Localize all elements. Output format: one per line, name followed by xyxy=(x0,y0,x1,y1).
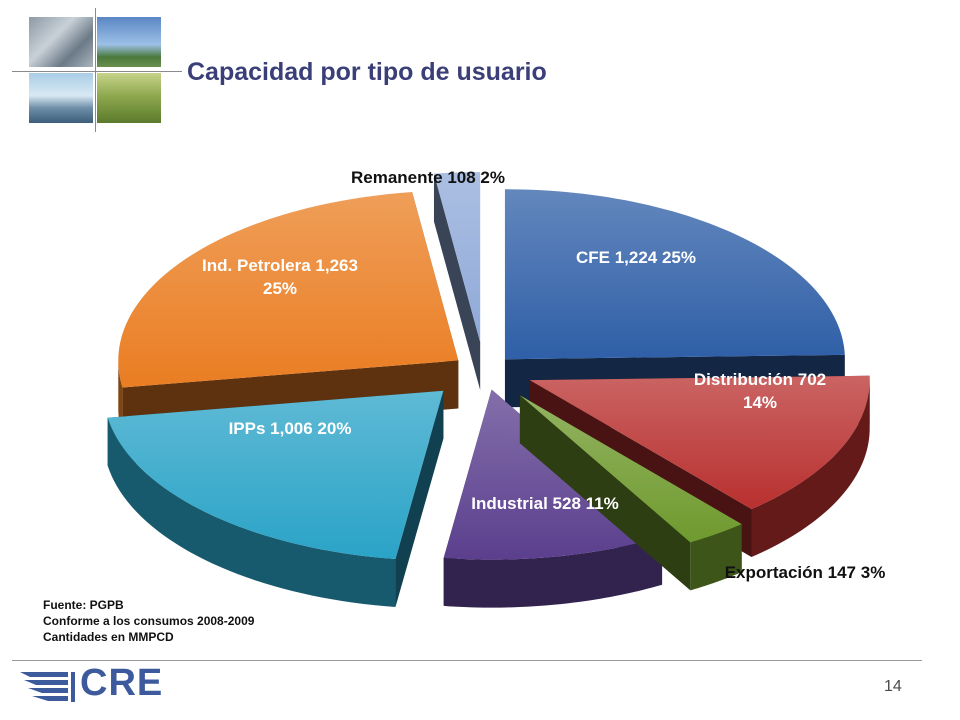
photo-wind-turbines xyxy=(97,17,161,67)
pie-slice-remanente xyxy=(433,172,481,391)
photo-power-lines xyxy=(97,73,161,123)
slice-label-remanente: Remanente 108 2% xyxy=(351,168,505,187)
photo-industrial-plant xyxy=(29,17,93,67)
cre-logo-icon xyxy=(20,672,75,702)
pie-slice-ipps xyxy=(107,390,444,607)
header-horizontal-divider xyxy=(12,71,182,72)
footer-divider xyxy=(12,660,922,661)
page-number: 14 xyxy=(884,678,902,695)
slice-label-cfe: CFE 1,224 25% xyxy=(576,248,696,267)
header-photo-collage xyxy=(27,15,161,123)
slice-percent-label-ind-petrolera: 25% xyxy=(263,279,297,298)
note-consumption-period: Conforme a los consumos 2008-2009 xyxy=(43,614,255,628)
slice-label-distribuci-n: Distribución 702 xyxy=(694,370,826,389)
slice-percent-label-distribuci-n: 14% xyxy=(743,393,777,412)
note-units: Cantidades en MMPCD xyxy=(43,630,174,644)
cre-logo-text: CRE xyxy=(80,662,164,704)
slice-label-exportaci-n: Exportación 147 3% xyxy=(725,563,886,582)
slice-label-ind-petrolera: Ind. Petrolera 1,263 xyxy=(202,256,358,275)
slice-label-industrial: Industrial 528 11% xyxy=(471,494,618,513)
slice-label-ipps: IPPs 1,006 20% xyxy=(229,419,352,438)
chart-notes: Fuente: PGPB Conforme a los consumos 200… xyxy=(43,597,254,645)
pie-slice-exportaci-n xyxy=(519,395,742,591)
header-vertical-divider xyxy=(95,8,96,132)
note-source: Fuente: PGPB xyxy=(43,598,124,612)
page-title: Capacidad por tipo de usuario xyxy=(187,58,547,86)
photo-lng-ship xyxy=(29,73,93,123)
